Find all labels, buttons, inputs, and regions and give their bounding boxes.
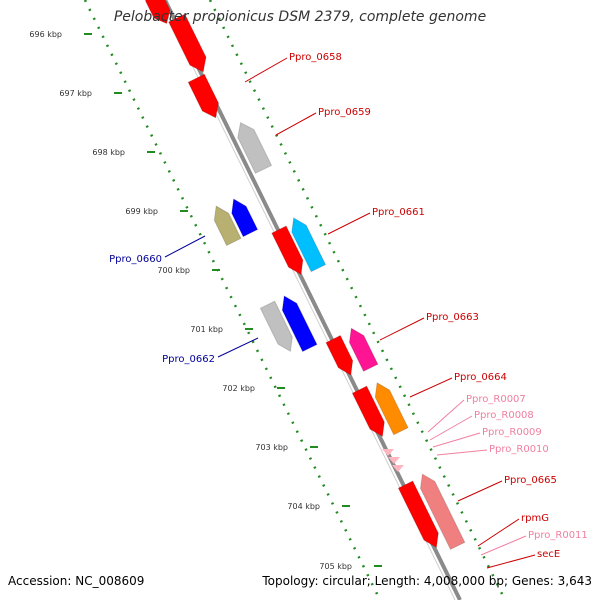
label-leader-line [457,480,503,502]
kbp-tick-label: 704 kbp [287,502,320,511]
label-leader-line [244,57,288,83]
gene-label[interactable]: Ppro_0663 [426,312,479,323]
gene-arrow[interactable] [397,480,443,551]
ruler-track-outer [83,0,382,600]
gene-labels: Ppro_0658 Ppro_0659 Ppro_0661 Ppro_0660 Ppro… [109,52,588,569]
rna-feature[interactable] [388,457,400,464]
kbp-tick-label: 699 kbp [125,207,158,216]
gene-label[interactable]: secE [537,549,560,560]
gene-arrow[interactable] [259,300,297,355]
label-leader-line [327,212,371,235]
gene-arrow[interactable] [277,292,318,353]
gene-arrow[interactable] [325,334,358,379]
gene-arrow[interactable] [370,379,409,436]
gene-label[interactable]: Ppro_R0011 [528,530,588,541]
gene-label[interactable]: Ppro_0660 [109,254,162,265]
kbp-tick-label: 700 kbp [157,266,190,275]
topology-summary: Topology: circular; Length: 4,008,000 bp… [262,574,592,588]
rna-feature[interactable] [392,465,404,472]
label-leader-line [427,399,465,433]
gene-arrow[interactable] [344,325,379,372]
gene-label[interactable]: Ppro_0665 [504,475,557,486]
label-leader-line [480,535,527,556]
gene-arrow[interactable] [351,385,389,440]
label-leader-line [409,377,453,398]
kbp-tick-label: 698 kbp [92,148,125,157]
gene-label[interactable]: rpmG [521,513,549,524]
gene-arrow[interactable] [286,214,327,273]
gene-label[interactable]: Ppro_0661 [372,207,425,218]
label-leader-line [486,554,536,569]
label-leader-line [217,337,259,358]
gene-arrow[interactable] [168,13,212,76]
gene-arrow[interactable] [415,471,466,551]
gene-arrow[interactable] [232,119,273,174]
gene-arrow[interactable] [271,225,308,278]
gene-arrow[interactable] [187,73,224,121]
rna-feature[interactable] [382,449,394,456]
gene-label[interactable]: Ppro_0664 [454,372,507,383]
gene-label[interactable]: Ppro_R0010 [489,444,549,455]
kbp-tick-label: 696 kbp [29,30,62,39]
genome-title: Pelobacter propionicus DSM 2379, complet… [113,9,487,25]
label-leader-line [477,518,520,547]
kbp-ticks: 696 kbp 697 kbp 698 kbp 699 kbp 700 kbp 701 k… [29,30,382,571]
gene-arrow[interactable] [209,203,242,247]
label-leader-line [275,112,317,136]
label-leader-line [429,415,473,441]
gene-arrow[interactable] [144,0,174,27]
label-leader-line [436,449,488,456]
gene-label[interactable]: Ppro_0659 [318,107,371,118]
ruler-track-inner [208,0,507,600]
label-leader-line [164,235,206,258]
kbp-tick-label: 701 kbp [190,325,223,334]
gene-label[interactable]: Ppro_0658 [289,52,342,63]
gene-label[interactable]: Ppro_0662 [162,354,215,365]
kbp-tick-label: 703 kbp [255,443,288,452]
kbp-tick-label: 697 kbp [59,89,92,98]
label-leader-line [432,432,481,448]
accession-text: Accession: NC_008609 [8,574,145,588]
gene-label[interactable]: Ppro_R0008 [474,410,534,421]
gene-features [144,0,466,551]
gene-label[interactable]: Ppro_R0009 [482,427,542,438]
gene-arrow[interactable] [226,195,259,238]
label-leader-line [379,317,425,341]
kbp-tick-label: 702 kbp [222,384,255,393]
gene-label[interactable]: Ppro_R0007 [466,394,526,405]
kbp-tick-label: 705 kbp [319,562,352,571]
